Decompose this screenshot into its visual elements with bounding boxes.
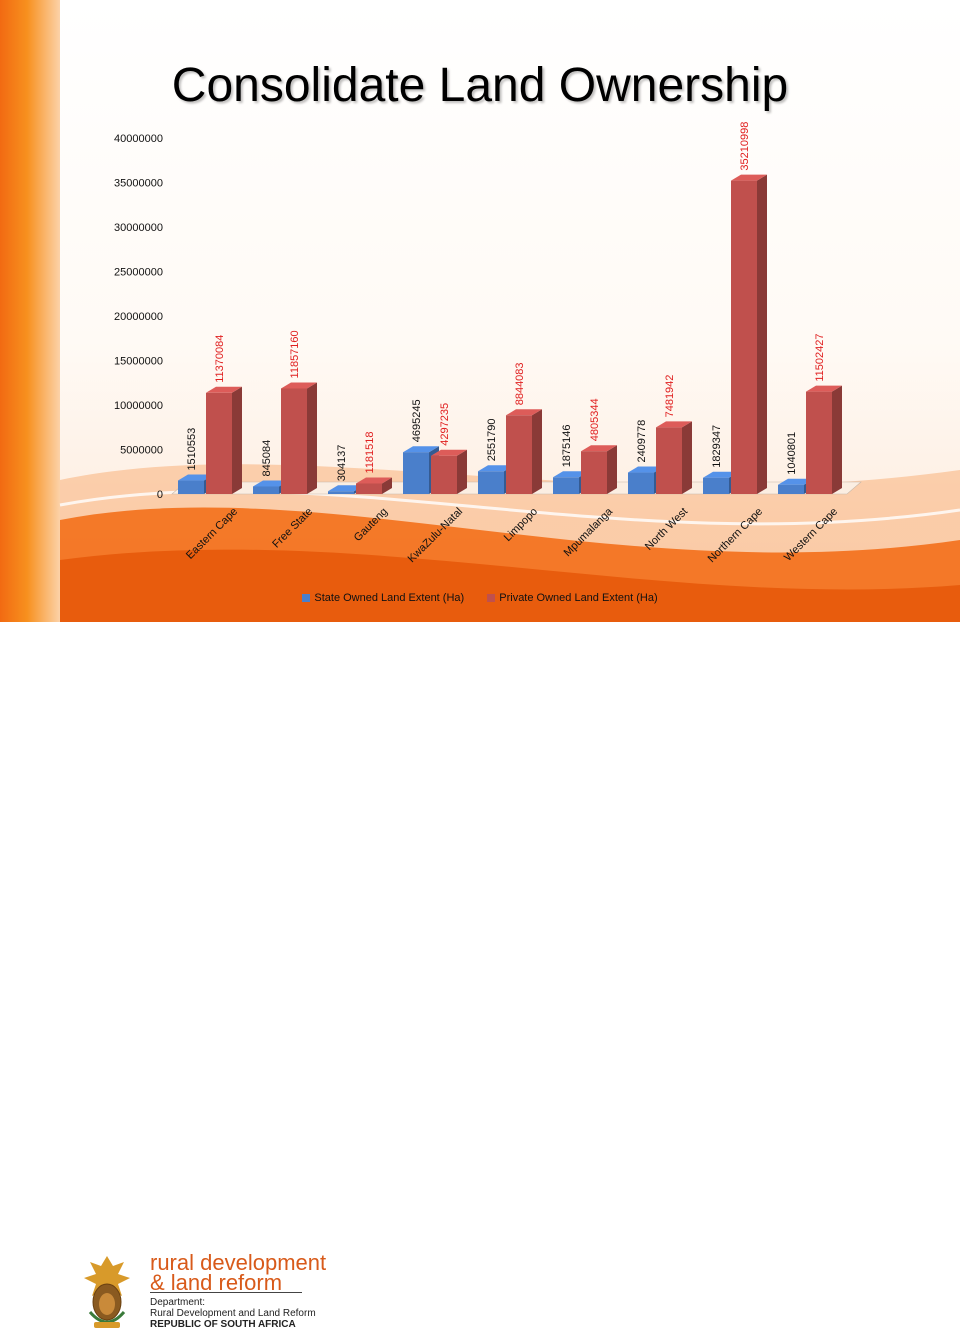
bar-value-label: 8844083 xyxy=(514,362,526,405)
bar-side xyxy=(382,477,392,494)
bar-value-label: 35210998 xyxy=(739,122,751,171)
bar-state-gauteng xyxy=(328,491,354,494)
bar-value-label: 845084 xyxy=(261,440,273,477)
bar-value-label: 4695245 xyxy=(411,399,423,442)
x-tick-label: Eastern Cape xyxy=(184,506,240,562)
bar-state-eastern-cape xyxy=(178,480,204,494)
bar-state-north-west xyxy=(628,472,654,494)
bar-value-label: 2409778 xyxy=(636,420,648,463)
bar-top xyxy=(281,382,317,389)
bar-chart: 0 5000000 10000000 15000000 20000000 25000000… xyxy=(114,122,862,566)
bar-value-label: 11502427 xyxy=(814,334,826,382)
bar-private-northern-cape xyxy=(731,180,757,494)
x-tick-label: KwaZulu-Natal xyxy=(406,506,465,565)
bar-state-limpopo xyxy=(478,471,504,494)
bar-top xyxy=(403,446,439,453)
bar-value-label: 4805344 xyxy=(589,398,601,441)
legend-item-state: State Owned Land Extent (Ha) xyxy=(302,592,464,604)
slide-title: Consolidate Land Ownership xyxy=(171,59,789,112)
x-tick-label: Western Cape xyxy=(782,506,840,564)
bar-top xyxy=(656,421,692,428)
bar-state-mpumalanga xyxy=(553,477,579,494)
bar-top xyxy=(731,174,767,181)
x-tick-label: Limpopo xyxy=(502,506,540,544)
bar-private-north-west xyxy=(656,427,682,494)
bar-top xyxy=(178,474,214,481)
bar-side xyxy=(832,385,842,494)
x-tick-label: Gauteng xyxy=(352,506,390,544)
bar-value-label: 1040801 xyxy=(786,432,798,475)
bar-value-label: 1875146 xyxy=(561,424,573,467)
bar-side xyxy=(307,382,317,494)
bar-value-label: 4297235 xyxy=(439,403,451,446)
bar-private-mpumalanga xyxy=(581,451,607,494)
coat-of-arms-icon xyxy=(84,1256,130,1328)
bar-side xyxy=(232,386,242,494)
slide-background: 0 5000000 10000000 15000000 20000000 25000000… xyxy=(0,0,960,622)
bar-top xyxy=(328,485,364,492)
legend-label-state: State Owned Land Extent (Ha) xyxy=(314,592,465,604)
bar-top xyxy=(703,471,739,478)
bar-value-label: 304137 xyxy=(336,445,348,482)
department-name: Rural Development and Land Reform xyxy=(150,1308,316,1319)
legend-label-private: Private Owned Land Extent (Ha) xyxy=(499,592,658,604)
bar-value-label: 11370084 xyxy=(214,335,226,383)
bar-side xyxy=(757,174,767,494)
bar-side xyxy=(607,445,617,494)
y-tick-label: 5000000 xyxy=(120,445,163,457)
bar-top xyxy=(431,449,467,456)
bar-value-label: 1510553 xyxy=(186,428,198,471)
chart-legend: State Owned Land Extent (Ha) Private Own… xyxy=(0,592,960,605)
bar-top xyxy=(356,477,392,484)
country-name: REPUBLIC OF SOUTH AFRICA xyxy=(150,1319,296,1330)
footer: rural development & land reform Departme… xyxy=(0,622,960,1330)
legend-swatch-private xyxy=(487,594,496,602)
x-tick-label: Free State xyxy=(270,506,315,551)
y-tick-label: 20000000 xyxy=(114,311,163,323)
bar-top xyxy=(806,385,842,392)
bar-private-eastern-cape xyxy=(206,392,232,494)
bar-state-kwazulu-natal xyxy=(403,452,429,494)
y-tick-label: 0 xyxy=(157,489,163,501)
bar-state-northern-cape xyxy=(703,477,729,494)
bar-top xyxy=(628,466,664,473)
bar-top xyxy=(553,471,589,478)
bar-state-free-state xyxy=(253,486,279,494)
bar-top xyxy=(478,465,514,472)
y-tick-label: 35000000 xyxy=(114,178,163,190)
bar-value-label: 1829347 xyxy=(711,425,723,468)
bar-top xyxy=(778,478,814,485)
x-tick-label: Mpumalanga xyxy=(562,505,616,559)
bar-private-kwazulu-natal xyxy=(431,455,457,494)
x-tick-label: Northern Cape xyxy=(706,506,766,566)
bar-side xyxy=(457,449,467,494)
y-tick-label: 25000000 xyxy=(114,267,163,279)
bar-side xyxy=(532,409,542,494)
y-tick-label: 40000000 xyxy=(114,133,163,145)
bar-value-label: 7481942 xyxy=(664,375,676,418)
bar-value-label: 11857160 xyxy=(289,330,301,378)
y-tick-label: 10000000 xyxy=(114,400,163,412)
y-tick-label: 30000000 xyxy=(114,222,163,234)
y-tick-label: 15000000 xyxy=(114,356,163,368)
bar-value-label: 2551790 xyxy=(486,418,498,461)
x-tick-label: North West xyxy=(643,506,690,553)
legend-swatch-state xyxy=(302,594,311,602)
bar-value-label: 1181518 xyxy=(364,431,376,473)
bar-top xyxy=(206,386,242,393)
bar-private-western-cape xyxy=(806,391,832,494)
legend-item-private: Private Owned Land Extent (Ha) xyxy=(487,592,658,604)
bar-private-limpopo xyxy=(506,415,532,494)
bar-side xyxy=(682,421,692,494)
brand-divider xyxy=(150,1292,302,1293)
decorative-wave xyxy=(59,464,960,622)
bar-top xyxy=(581,445,617,452)
bar-private-free-state xyxy=(281,388,307,494)
left-orange-band xyxy=(0,0,60,622)
bar-state-western-cape xyxy=(778,484,804,494)
bar-top xyxy=(506,409,542,416)
department-label: Department: xyxy=(150,1297,206,1308)
bar-top xyxy=(253,480,289,487)
bar-private-gauteng xyxy=(356,483,382,494)
